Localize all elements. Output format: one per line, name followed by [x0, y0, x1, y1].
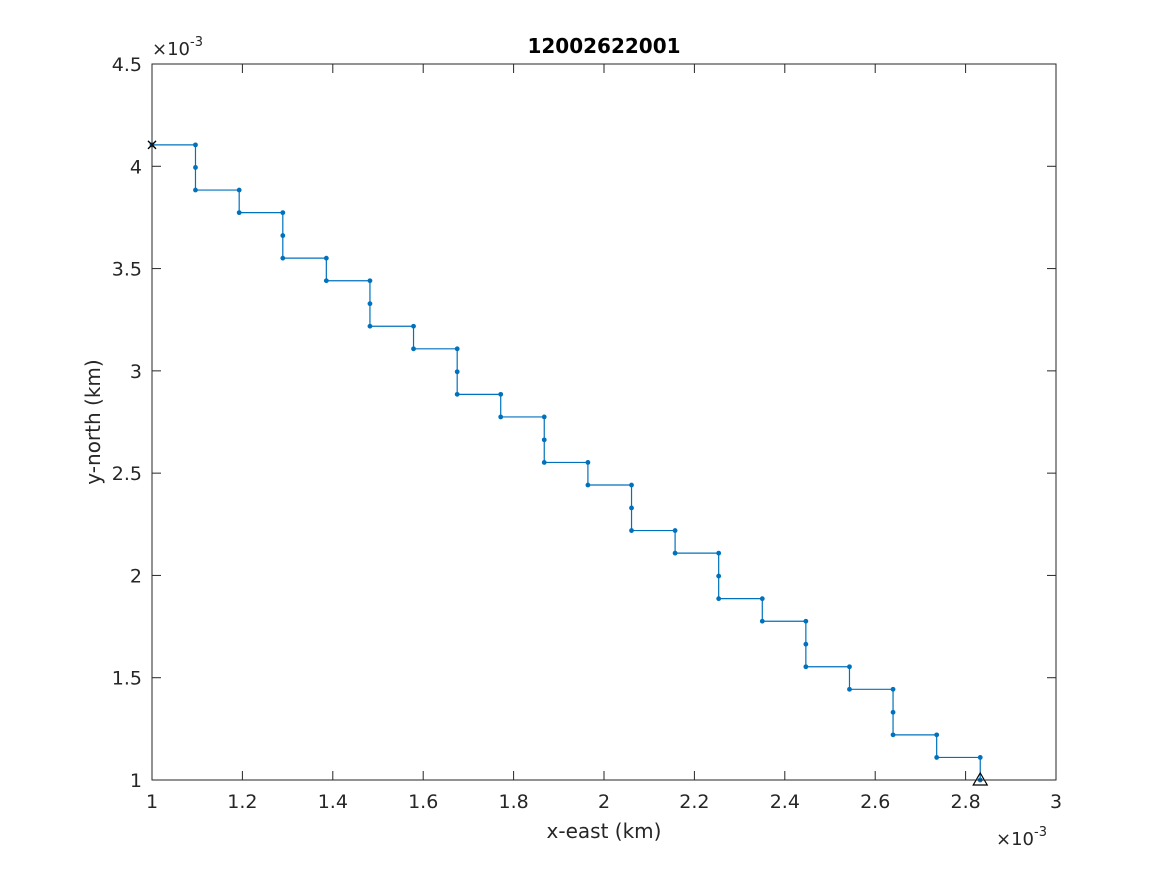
data-point — [367, 301, 373, 307]
data-point — [193, 142, 198, 148]
data-point — [193, 165, 198, 170]
data-point — [934, 755, 940, 760]
data-point — [716, 596, 722, 602]
x-tick-label: 2.6 — [860, 791, 890, 813]
y-tick-label: 1 — [130, 770, 142, 792]
data-point — [890, 732, 896, 738]
data-point — [890, 686, 896, 692]
data-point — [411, 323, 416, 329]
y-exponent-base: ×10 — [152, 39, 190, 60]
x-tick-label: 2 — [598, 791, 610, 813]
x-tick-label: 1.8 — [498, 791, 528, 813]
x-tick-label: 1.4 — [318, 791, 348, 813]
data-point — [847, 664, 852, 670]
y-tick-label: 3 — [130, 361, 142, 383]
data-point — [847, 686, 852, 692]
y-tick-label: 3.5 — [112, 259, 142, 281]
data-point — [367, 323, 373, 329]
data-point — [367, 278, 373, 284]
data-point — [759, 596, 765, 602]
x-tick-label: 2.2 — [679, 791, 709, 813]
data-point — [454, 346, 460, 352]
data-point — [454, 369, 460, 375]
y-axis-label: y-north (km) — [81, 359, 105, 484]
data-point — [498, 414, 504, 420]
data-point — [672, 528, 678, 533]
x-exponent-power: -3 — [1034, 825, 1047, 840]
axes-layer: 1 1.2 1.4 1.6 1.8 2 2.2 2.4 2.6 2.8 3 1 1.5 2 2.5 3 3.5 4… — [112, 54, 1062, 813]
x-exponent-base: ×10 — [996, 829, 1034, 850]
data-point — [280, 210, 286, 216]
end-marker — [972, 771, 989, 786]
x-axis-label: x-east (km) — [547, 819, 662, 843]
data-point — [629, 505, 634, 511]
data-point — [934, 732, 940, 738]
x-exponent-label: ×10-3 — [996, 825, 1047, 850]
data-point — [803, 664, 809, 670]
data-point — [280, 255, 286, 261]
data-point — [629, 482, 634, 488]
x-tick-label: 1.2 — [227, 791, 257, 813]
data-point — [541, 414, 547, 420]
chart-title: 12002622001 — [527, 34, 680, 58]
data-point — [803, 641, 809, 647]
data-point — [236, 187, 242, 193]
data-point — [977, 755, 983, 760]
x-tick-label: 2.4 — [770, 791, 800, 813]
y-exponent-power: -3 — [190, 35, 203, 50]
y-tick-label: 4 — [130, 156, 142, 178]
data-point — [323, 255, 329, 261]
x-tick-label: 3 — [1050, 791, 1062, 813]
data-point — [280, 233, 286, 238]
data-point — [541, 460, 547, 465]
data-point — [672, 550, 678, 556]
data-point — [759, 618, 765, 624]
series-line — [152, 144, 981, 780]
plot-area — [152, 64, 1056, 780]
data-point — [541, 437, 547, 443]
data-point — [629, 528, 634, 533]
y-exponent-label: ×10-3 — [152, 35, 203, 60]
data-point — [193, 187, 198, 193]
marks-layer — [147, 140, 989, 786]
data-point — [716, 550, 722, 556]
x-tick-label: 2.8 — [950, 791, 980, 813]
data-point — [716, 573, 722, 579]
axes-box — [151, 63, 1057, 781]
x-tick-label: 1 — [146, 791, 158, 813]
data-point — [585, 482, 591, 488]
y-tick-label: 4.5 — [112, 54, 142, 76]
data-point — [890, 709, 896, 715]
y-tick-label: 2.5 — [112, 463, 142, 485]
data-point — [585, 460, 591, 465]
data-point — [803, 618, 809, 624]
data-point — [454, 391, 460, 397]
y-tick-label: 1.5 — [112, 668, 142, 690]
x-tick-label: 1.6 — [408, 791, 438, 813]
data-point — [323, 278, 329, 284]
y-tick-label: 2 — [130, 565, 142, 587]
data-point — [236, 210, 242, 216]
data-point — [411, 346, 416, 352]
data-point — [498, 391, 504, 397]
